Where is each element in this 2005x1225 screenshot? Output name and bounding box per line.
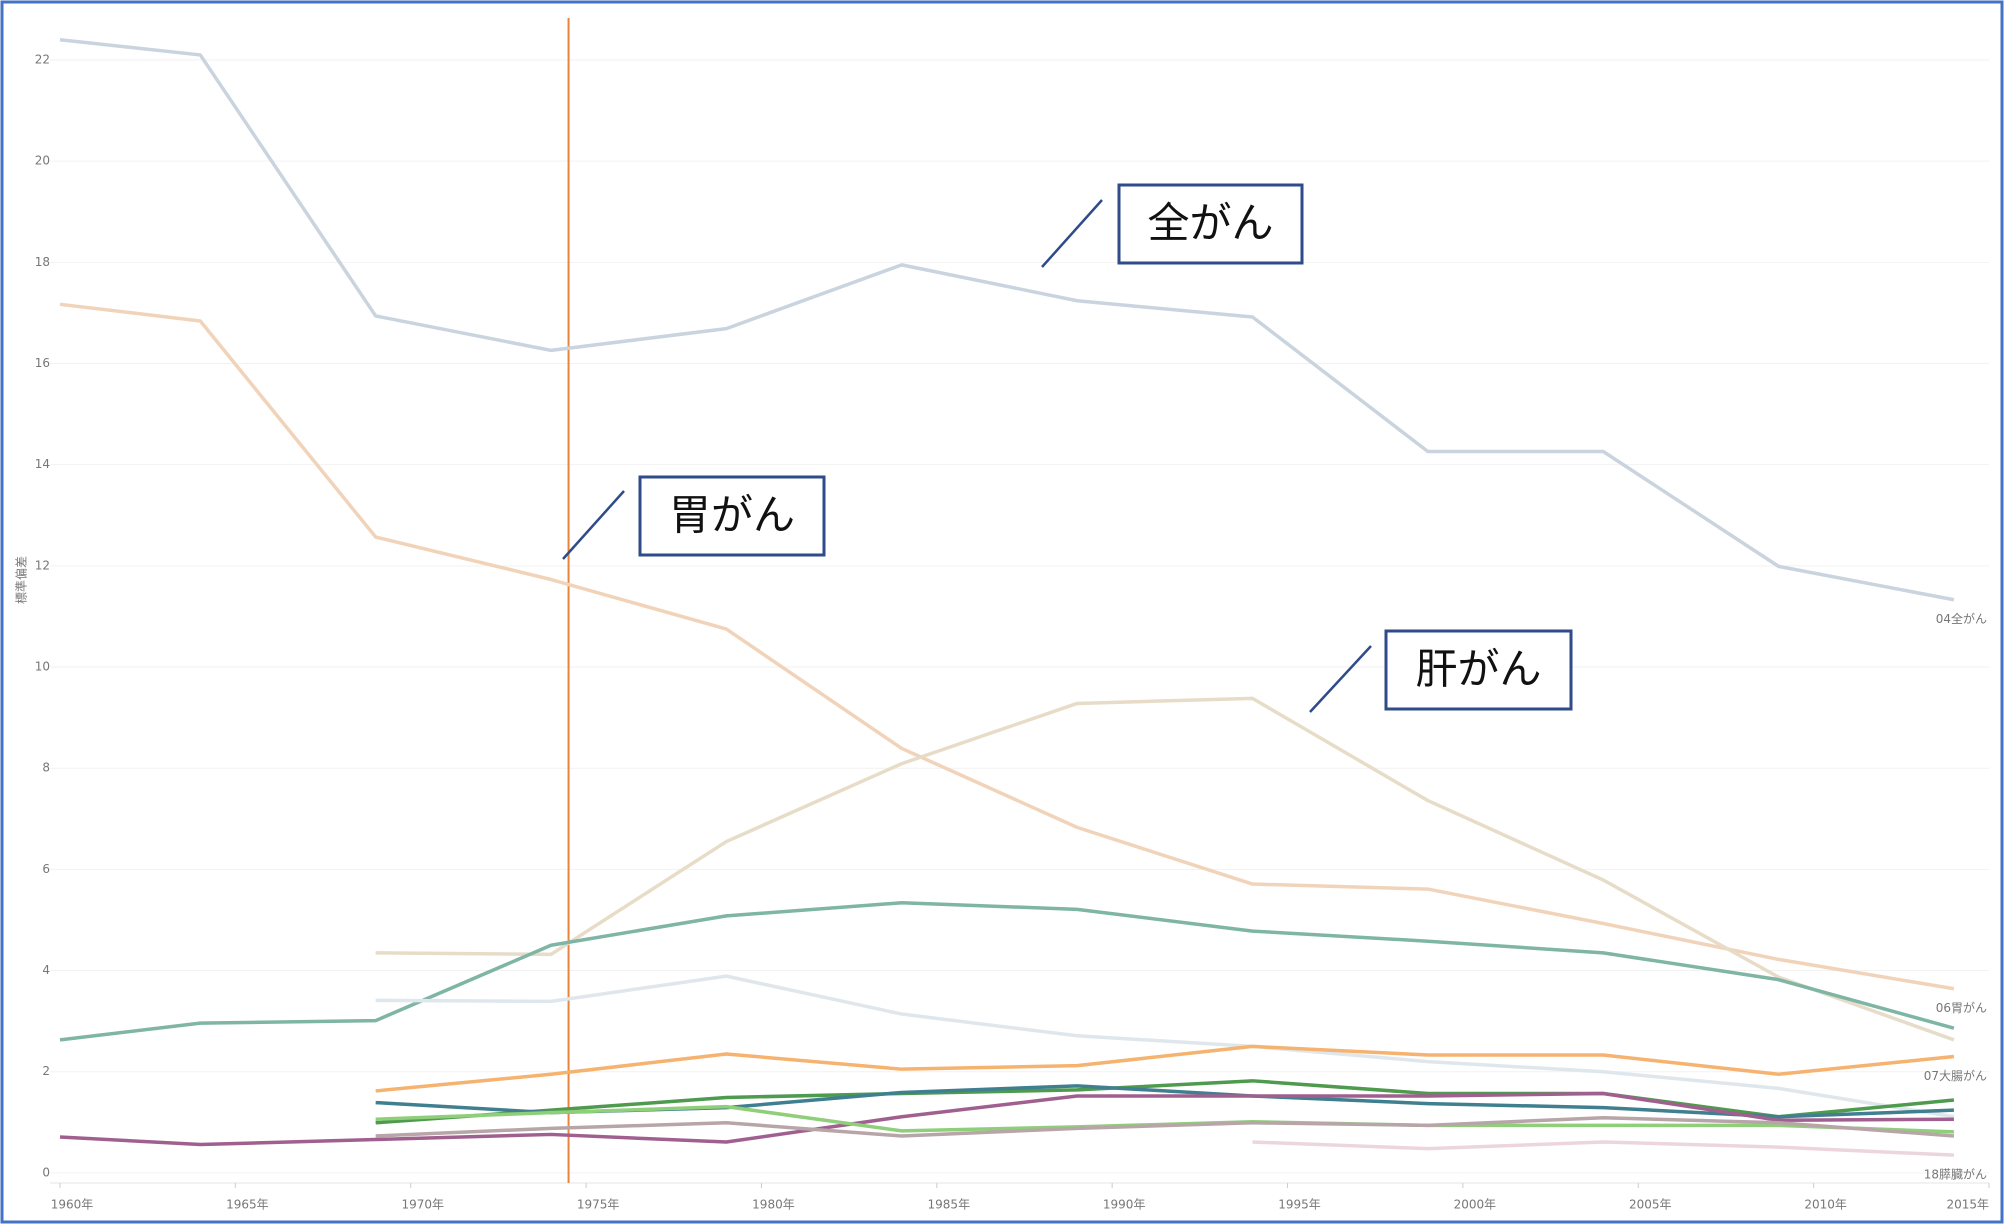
x-tick-label: 2015年 [1946, 1198, 1989, 1212]
series-line [375, 1044, 1955, 1093]
y-tick-label: 0 [42, 1165, 50, 1179]
series-label: 07大腸がん [1924, 1068, 1987, 1083]
y-tick-label: 20 [35, 154, 50, 168]
series-line [375, 1115, 1955, 1138]
annotation-text: 胃がん [669, 491, 795, 540]
annotation-text: 全がん [1147, 199, 1273, 248]
y-tick-label: 4 [42, 963, 50, 977]
series-line [59, 38, 1955, 602]
annotation-text: 肝がん [1415, 645, 1541, 694]
x-tick-label: 1960年 [51, 1198, 94, 1212]
x-tick-label: 1970年 [401, 1198, 444, 1212]
series-line [59, 302, 1955, 991]
annotation-pointer [562, 490, 625, 560]
series-line [375, 974, 1955, 1119]
y-tick-label: 8 [42, 761, 50, 775]
series-label: 18膵臓がん [1924, 1167, 1987, 1182]
y-tick-label: 12 [35, 558, 50, 572]
series-label: 04全がん [1936, 611, 1987, 626]
annotation-box [1117, 183, 1304, 265]
series-line [59, 901, 1955, 1042]
x-tick-label: 1975年 [577, 1198, 620, 1212]
x-tick-label: 2010年 [1804, 1198, 1847, 1212]
y-tick-label: 18 [35, 255, 50, 269]
y-tick-label: 14 [35, 457, 50, 471]
y-tick-label: 10 [35, 660, 50, 674]
x-tick-label: 1985年 [928, 1198, 971, 1212]
x-tick-label: 2005年 [1629, 1198, 1672, 1212]
annotation-box [1384, 629, 1573, 711]
y-tick-label: 16 [35, 356, 50, 370]
annotation-pointer [1041, 199, 1103, 268]
annotation-box [638, 475, 826, 557]
y-tick-label: 2 [42, 1064, 50, 1078]
x-tick-label: 1990年 [1103, 1198, 1146, 1212]
annotation-pointer [1309, 645, 1372, 713]
y-tick-label: 22 [35, 52, 50, 66]
series-line [375, 696, 1955, 1042]
series-line [1252, 1140, 1955, 1157]
x-tick-label: 2000年 [1454, 1198, 1497, 1212]
x-tick-label: 1965年 [226, 1198, 269, 1212]
x-tick-label: 1995年 [1278, 1198, 1321, 1212]
y-tick-label: 6 [42, 862, 50, 876]
series-line [59, 1091, 1954, 1147]
y-axis-label: 標準偏差 [14, 556, 29, 604]
series-label: 06胃がん [1936, 1000, 1987, 1015]
series-line [375, 1079, 1955, 1125]
x-tick-label: 1980年 [752, 1198, 795, 1212]
